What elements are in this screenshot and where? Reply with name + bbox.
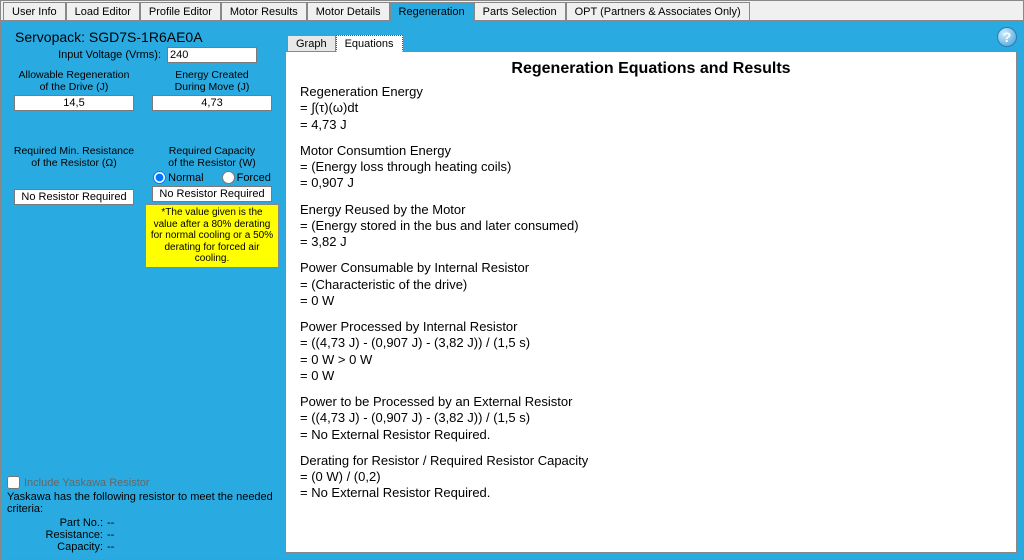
- capacity-label: Capacity:: [37, 541, 107, 553]
- input-voltage-label: Input Voltage (Vrms):: [7, 49, 167, 61]
- sub-tabstrip: GraphEquations: [285, 33, 1017, 51]
- equation-block-0: Regeneration Energy = ∫(τ)(ω)dt = 4,73 J: [300, 84, 1002, 133]
- equation-block-3: Power Consumable by Internal Resistor = …: [300, 260, 1002, 309]
- tab-user-info[interactable]: User Info: [3, 2, 66, 20]
- criteria-line: Yaskawa has the following resistor to me…: [7, 491, 279, 515]
- include-yaskawa-checkbox[interactable]: [7, 476, 20, 489]
- equation-block-1: Motor Consumtion Energy = (Energy loss t…: [300, 143, 1002, 192]
- tab-load-editor[interactable]: Load Editor: [66, 2, 140, 20]
- energy-created-value: 4,73: [152, 95, 273, 111]
- min-resistance-label: Required Min. Resistanceof the Resistor …: [7, 145, 141, 169]
- results-title: Regeneration Equations and Results: [300, 60, 1002, 78]
- servopack-label: Servopack: SGD7S-1R6AE0A: [15, 29, 279, 45]
- partno-value: --: [107, 517, 114, 529]
- radio-normal[interactable]: Normal: [153, 171, 203, 184]
- allow-regen-value: 14,5: [14, 95, 135, 111]
- req-capacity-label: Required Capacityof the Resistor (W): [145, 145, 279, 169]
- subtab-equations[interactable]: Equations: [336, 35, 403, 52]
- tab-opt-partners-associates-only-[interactable]: OPT (Partners & Associates Only): [566, 2, 750, 20]
- partno-label: Part No.:: [37, 517, 107, 529]
- tab-parts-selection[interactable]: Parts Selection: [474, 2, 566, 20]
- equation-block-5: Power to be Processed by an External Res…: [300, 394, 1002, 443]
- right-column: ? GraphEquations Regeneration Equations …: [285, 27, 1017, 553]
- main-tabstrip: User InfoLoad EditorProfile EditorMotor …: [1, 1, 1023, 21]
- equation-block-2: Energy Reused by the Motor = (Energy sto…: [300, 202, 1002, 251]
- help-icon[interactable]: ?: [997, 27, 1017, 47]
- tab-profile-editor[interactable]: Profile Editor: [140, 2, 221, 20]
- include-yaskawa-label: Include Yaskawa Resistor: [24, 477, 150, 489]
- left-column: Servopack: SGD7S-1R6AE0A Input Voltage (…: [7, 27, 279, 553]
- capacity-value: --: [107, 541, 114, 553]
- radio-forced[interactable]: Forced: [222, 171, 271, 184]
- req-capacity-value: No Resistor Required: [152, 186, 273, 202]
- allow-regen-label: Allowable Regenerationof the Drive (J): [7, 69, 141, 93]
- equation-block-6: Derating for Resistor / Required Resisto…: [300, 453, 1002, 502]
- tab-motor-details[interactable]: Motor Details: [307, 2, 390, 20]
- energy-created-label: Energy CreatedDuring Move (J): [145, 69, 279, 93]
- tab-regeneration[interactable]: Regeneration: [390, 2, 474, 21]
- resistance-value: --: [107, 529, 114, 541]
- resistance-label: Resistance:: [37, 529, 107, 541]
- input-voltage-field[interactable]: [167, 47, 257, 63]
- regeneration-panel: Servopack: SGD7S-1R6AE0A Input Voltage (…: [1, 21, 1023, 559]
- subtab-graph[interactable]: Graph: [287, 35, 336, 51]
- tab-motor-results[interactable]: Motor Results: [221, 2, 307, 20]
- equations-panel: Regeneration Equations and Results Regen…: [285, 51, 1017, 553]
- equation-block-4: Power Processed by Internal Resistor = (…: [300, 319, 1002, 384]
- min-resistance-value: No Resistor Required: [14, 189, 135, 205]
- derating-note: *The value given is the value after a 80…: [145, 204, 279, 268]
